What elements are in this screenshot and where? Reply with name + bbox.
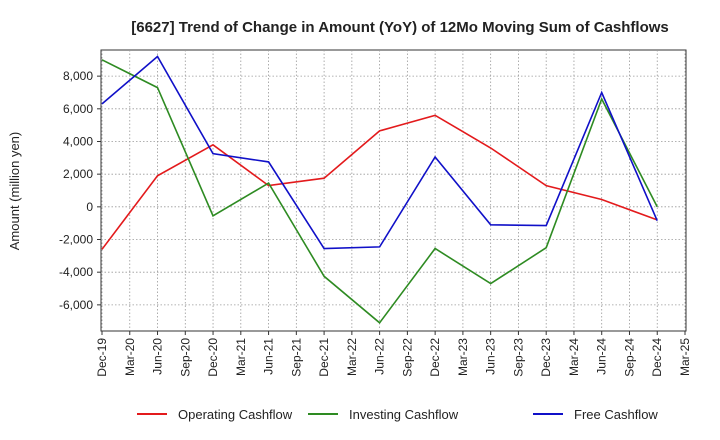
chart-title: [6627] Trend of Change in Amount (YoY) o… bbox=[131, 19, 669, 36]
x-tick-label: Mar-25 bbox=[678, 338, 692, 376]
x-tick-label: Dec-24 bbox=[650, 338, 664, 377]
x-tick-label: Mar-24 bbox=[567, 338, 581, 376]
x-tick-label: Dec-23 bbox=[539, 338, 553, 377]
legend-label: Operating Cashflow bbox=[178, 407, 293, 422]
legend-label: Free Cashflow bbox=[574, 407, 658, 422]
y-tick-label: 2,000 bbox=[63, 167, 93, 181]
x-tick-label: Jun-23 bbox=[484, 338, 498, 375]
y-tick-label: 4,000 bbox=[63, 134, 93, 148]
x-tick-label: Sep-22 bbox=[400, 338, 414, 377]
y-tick-label: 0 bbox=[86, 200, 93, 214]
x-tick-label: Dec-19 bbox=[95, 338, 109, 377]
legend-label: Investing Cashflow bbox=[349, 407, 459, 422]
x-tick-label: Jun-22 bbox=[373, 338, 387, 375]
x-tick-label: Dec-22 bbox=[428, 338, 442, 377]
x-tick-label: Sep-24 bbox=[622, 338, 636, 377]
x-tick-label: Sep-23 bbox=[511, 338, 525, 377]
x-tick-label: Jun-24 bbox=[595, 338, 609, 375]
legend: Operating Cashflow Investing Cashflow Free… bbox=[137, 407, 658, 422]
x-tick-label: Mar-23 bbox=[456, 338, 470, 376]
x-tick-label: Jun-20 bbox=[151, 338, 165, 375]
y-tick-label: 8,000 bbox=[63, 69, 93, 83]
x-tick-label: Dec-21 bbox=[317, 338, 331, 377]
series-line-investing-cashflow bbox=[101, 59, 658, 324]
y-axis: -6,000 -4,000 -2,000 0 2,000 4,000 6,000 8,000 bbox=[59, 69, 101, 312]
y-tick-label: 6,000 bbox=[63, 102, 93, 116]
y-tick-label: -2,000 bbox=[59, 233, 93, 247]
y-axis-label: Amount (million yen) bbox=[7, 132, 22, 251]
x-tick-label: Sep-20 bbox=[178, 338, 192, 377]
x-tick-label: Mar-22 bbox=[345, 338, 359, 376]
series-line-free-cashflow bbox=[101, 55, 658, 250]
x-axis: Dec-19 Mar-20 Jun-20 Sep-20 Dec-20 Mar-21 Jun-… bbox=[95, 331, 692, 377]
grid-lines bbox=[101, 50, 686, 331]
x-tick-label: Sep-21 bbox=[289, 338, 303, 377]
series-line-operating-cashflow bbox=[101, 114, 658, 250]
x-tick-label: Dec-20 bbox=[206, 338, 220, 377]
y-tick-label: -6,000 bbox=[59, 298, 93, 312]
plot-frame bbox=[100, 49, 687, 332]
y-tick-label: -4,000 bbox=[59, 265, 93, 279]
x-tick-label: Mar-21 bbox=[234, 338, 248, 376]
series-lines bbox=[101, 55, 658, 324]
x-tick-label: Mar-20 bbox=[123, 338, 137, 376]
x-tick-label: Jun-21 bbox=[262, 338, 276, 375]
